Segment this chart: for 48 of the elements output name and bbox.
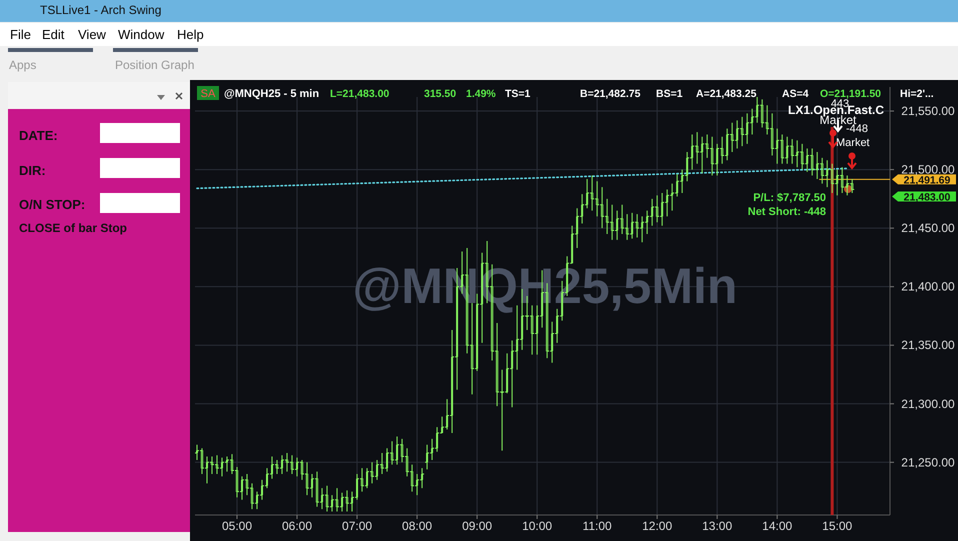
text: Apps [9,58,36,72]
x-tick-label: 09:00 [462,519,492,533]
text: Position Graph [115,58,194,72]
annotation: -448 [846,123,868,135]
x-tick-label: 08:00 [402,519,432,533]
annotation: @MNQH25 - 5 min [224,88,320,100]
text: Edit [42,27,65,42]
y-tick-label: 21,400.00 [901,280,956,294]
x-tick-label: 11:00 [582,519,612,533]
text: Hi=2'... [900,88,934,100]
x-tick-label: 12:00 [642,519,672,533]
annotation: 1.49% [466,88,496,100]
x-tick-label: 10:00 [522,519,552,533]
text: CLOSE of bar Stop [19,221,127,235]
y-tick-label: 21,450.00 [901,221,956,236]
text: 21,483.00 [904,192,951,204]
annotation: AS=4 [782,88,809,100]
y-tick-label: 21,500.00 [901,162,956,177]
x-tick-label: 06:00 [282,519,312,533]
text: DATE: [19,128,58,143]
annotation: P/L: $7,787.50 [753,192,826,204]
annotation: SA [200,88,216,100]
text: Window [118,27,165,42]
text: O/N STOP: [19,197,86,212]
annotation: Market [836,137,870,149]
ref-line-label: 21,491.69 [904,174,951,186]
annotation: B=21,482.75 [580,88,641,100]
text: View [78,27,107,42]
y-tick-label: 21,550.00 [901,104,956,118]
x-tick-label: 13:00 [702,519,732,533]
annotation: A=21,483.25 [696,88,757,100]
annotation: O=21,191.50 [820,88,882,100]
text: TSLLive1 - Arch Swing [40,3,162,17]
text: File [10,27,31,42]
annotation: L=21,483.00 [330,88,390,100]
x-tick-label: 07:00 [342,519,372,533]
y-tick-label: 21,350.00 [901,338,956,352]
text: DIR: [19,163,46,178]
x-tick-label: 14:00 [762,519,793,533]
x-tick-label: 15:00 [822,519,853,533]
annotation: 315.50 [424,88,456,100]
x-tick-label: 05:00 [222,519,252,533]
annotation: BS=1 [656,88,683,100]
annotation: TS=1 [505,88,531,100]
text: Help [177,27,204,42]
annotation: Net Short: -448 [748,206,826,218]
y-tick-label: 21,250.00 [901,455,956,470]
y-tick-label: 21,300.00 [901,396,956,411]
